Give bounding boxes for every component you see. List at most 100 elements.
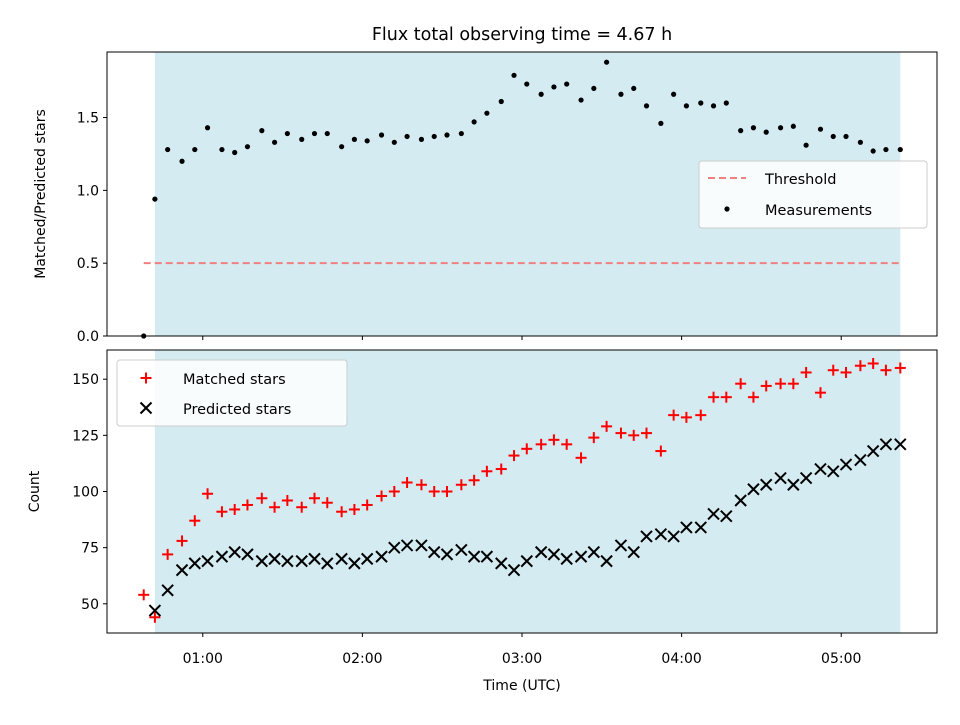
matched-star-point xyxy=(376,490,388,502)
marker-stroke xyxy=(507,563,521,577)
marker-stroke xyxy=(228,545,241,559)
matched-star-point xyxy=(229,503,241,515)
predicted-star-point xyxy=(680,521,693,534)
marker-stroke xyxy=(455,543,468,557)
predicted-star-point xyxy=(587,545,601,559)
matched-star-point xyxy=(814,387,826,399)
measurement-point xyxy=(710,103,717,109)
matched-star-point xyxy=(854,360,866,372)
marker-stroke xyxy=(440,548,454,561)
marker-stroke xyxy=(161,584,174,597)
bottom-y-tick-label: 50 xyxy=(81,597,99,613)
predicted-star-point xyxy=(375,550,388,563)
marker-stroke xyxy=(321,557,334,570)
marker-stroke xyxy=(560,552,573,566)
bottom-y-ticks: 50 75 100 125 150 xyxy=(72,372,107,613)
predicted-star-point xyxy=(654,527,668,541)
x-tick-label: 04:00 xyxy=(661,651,701,667)
predicted-star-point xyxy=(268,552,281,566)
matched-star-point xyxy=(535,438,547,450)
measurement-point xyxy=(843,133,849,140)
measurement-point xyxy=(618,91,624,97)
matched-star-point xyxy=(601,420,613,432)
x-tick-label: 03:00 xyxy=(502,651,542,667)
marker-stroke xyxy=(654,527,668,541)
predicted-star-point xyxy=(480,550,494,563)
marker-stroke xyxy=(667,530,680,543)
matched-star-point xyxy=(321,497,333,509)
predicted-star-point xyxy=(520,554,533,568)
marker-stroke xyxy=(255,554,269,568)
marker-stroke xyxy=(375,550,388,563)
measurement-point xyxy=(738,128,744,134)
predicted-star-point xyxy=(560,552,573,566)
marker-stroke xyxy=(139,401,153,415)
marker-stroke xyxy=(760,478,773,491)
marker-stroke xyxy=(734,494,747,507)
measurement-point xyxy=(259,128,265,134)
marker-stroke xyxy=(774,471,787,485)
marker-stroke xyxy=(215,550,229,563)
bottom-y-tick-label: 100 xyxy=(72,485,99,501)
top-x-ticks xyxy=(202,336,842,340)
marker-stroke xyxy=(520,554,533,568)
predicted-star-point xyxy=(295,554,308,568)
predicted-star-point xyxy=(894,438,907,451)
matched-star-point xyxy=(149,611,161,623)
measurement-point xyxy=(643,103,650,109)
matched-star-point xyxy=(668,409,680,421)
measurement-point xyxy=(471,119,477,125)
matched-star-point xyxy=(361,499,373,511)
measurement-point xyxy=(179,158,185,164)
top-legend-box xyxy=(698,160,928,229)
matched-star-point xyxy=(695,409,707,421)
matched-star-point xyxy=(309,492,320,504)
measurement-point xyxy=(777,125,784,131)
predicted-star-point xyxy=(854,453,867,467)
top-panel: 0.0 0.5 1.0 1.5 Flux total observing time =… xyxy=(33,25,938,345)
matched-star-point xyxy=(216,506,228,518)
matched-star-point xyxy=(775,378,787,390)
matched-star-point xyxy=(269,501,281,513)
legend-measurements-label: Measurements xyxy=(765,203,872,219)
measurement-point xyxy=(631,85,637,92)
legend-matched-swatch xyxy=(140,372,152,384)
measurement-point xyxy=(271,139,278,145)
marker-stroke xyxy=(428,545,441,559)
measurement-point xyxy=(364,138,370,144)
predicted-star-point xyxy=(799,471,813,485)
matched-star-point xyxy=(641,427,652,439)
predicted-star-point xyxy=(839,458,853,471)
legend-predicted-label: Predicted stars xyxy=(183,402,291,418)
matched-star-point xyxy=(521,443,533,455)
marker-stroke xyxy=(587,545,601,559)
marker-stroke xyxy=(787,478,800,491)
matched-star-point xyxy=(256,492,268,504)
x-tick-label: 05:00 xyxy=(821,651,861,667)
legend-plus-marker xyxy=(140,372,152,384)
legend-x-marker xyxy=(139,401,153,415)
matched-star-point xyxy=(495,463,507,475)
predicted-star-point xyxy=(241,548,254,561)
marker-stroke xyxy=(547,548,561,561)
marker-stroke xyxy=(188,557,201,570)
predicted-star-point xyxy=(534,545,548,559)
top-y-tick-label: 1.5 xyxy=(77,111,99,127)
predicted-star-point xyxy=(228,545,241,559)
predicted-star-point xyxy=(175,563,189,577)
chart-title: Flux total observing time = 4.67 h xyxy=(372,25,672,45)
matched-star-point xyxy=(628,429,640,441)
predicted-star-point xyxy=(694,521,707,534)
matched-star-point xyxy=(162,548,174,560)
measurement-point xyxy=(538,91,544,97)
bottom-y-axis-label: Count xyxy=(27,470,43,512)
matched-star-point xyxy=(827,364,839,376)
top-y-ticks: 0.0 0.5 1.0 1.5 xyxy=(77,111,107,345)
matched-star-point xyxy=(348,503,360,515)
measurement-point xyxy=(870,148,876,154)
matched-star-point xyxy=(655,445,667,457)
measurement-point xyxy=(244,144,251,150)
predicted-star-point xyxy=(734,494,747,507)
predicted-star-point xyxy=(400,539,414,552)
